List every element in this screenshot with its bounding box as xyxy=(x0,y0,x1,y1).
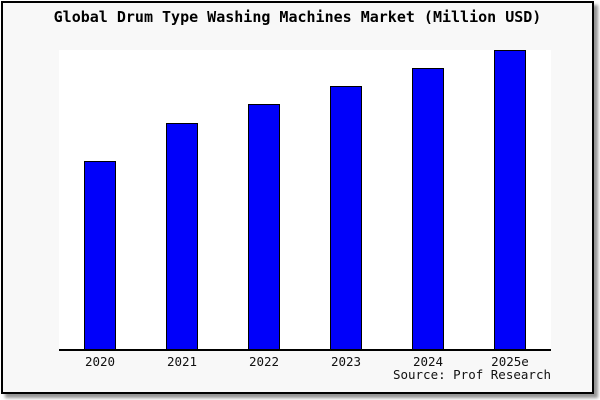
bar-2021 xyxy=(166,123,198,349)
x-tick-2020: 2020 xyxy=(84,354,116,369)
bar-2020 xyxy=(84,160,116,349)
bar-2025e xyxy=(494,50,526,349)
x-tick-2024: 2024 xyxy=(412,354,444,369)
bars-container xyxy=(59,50,551,349)
bar-2024 xyxy=(412,67,444,349)
x-tick-2021: 2021 xyxy=(166,354,198,369)
bar-slot-2023 xyxy=(305,50,387,349)
bar-slot-2022 xyxy=(223,50,305,349)
bar-slot-2021 xyxy=(141,50,223,349)
bar-2023 xyxy=(330,85,362,349)
x-tick-2023: 2023 xyxy=(330,354,362,369)
bar-slot-2020 xyxy=(59,50,141,349)
bar-slot-2024 xyxy=(387,50,469,349)
plot-area xyxy=(59,50,551,351)
bar-2022 xyxy=(248,103,280,349)
x-tick-2025e: 2025e xyxy=(491,354,529,369)
source-credit: Source: Prof Research xyxy=(392,367,551,382)
bar-slot-2025e xyxy=(469,50,551,349)
x-tick-2022: 2022 xyxy=(248,354,280,369)
x-axis-labels: 2020 2021 2022 2023 2024 2025e xyxy=(59,354,551,369)
chart-title: Global Drum Type Washing Machines Market… xyxy=(53,8,542,26)
chart-frame: Global Drum Type Washing Machines Market… xyxy=(1,1,594,394)
